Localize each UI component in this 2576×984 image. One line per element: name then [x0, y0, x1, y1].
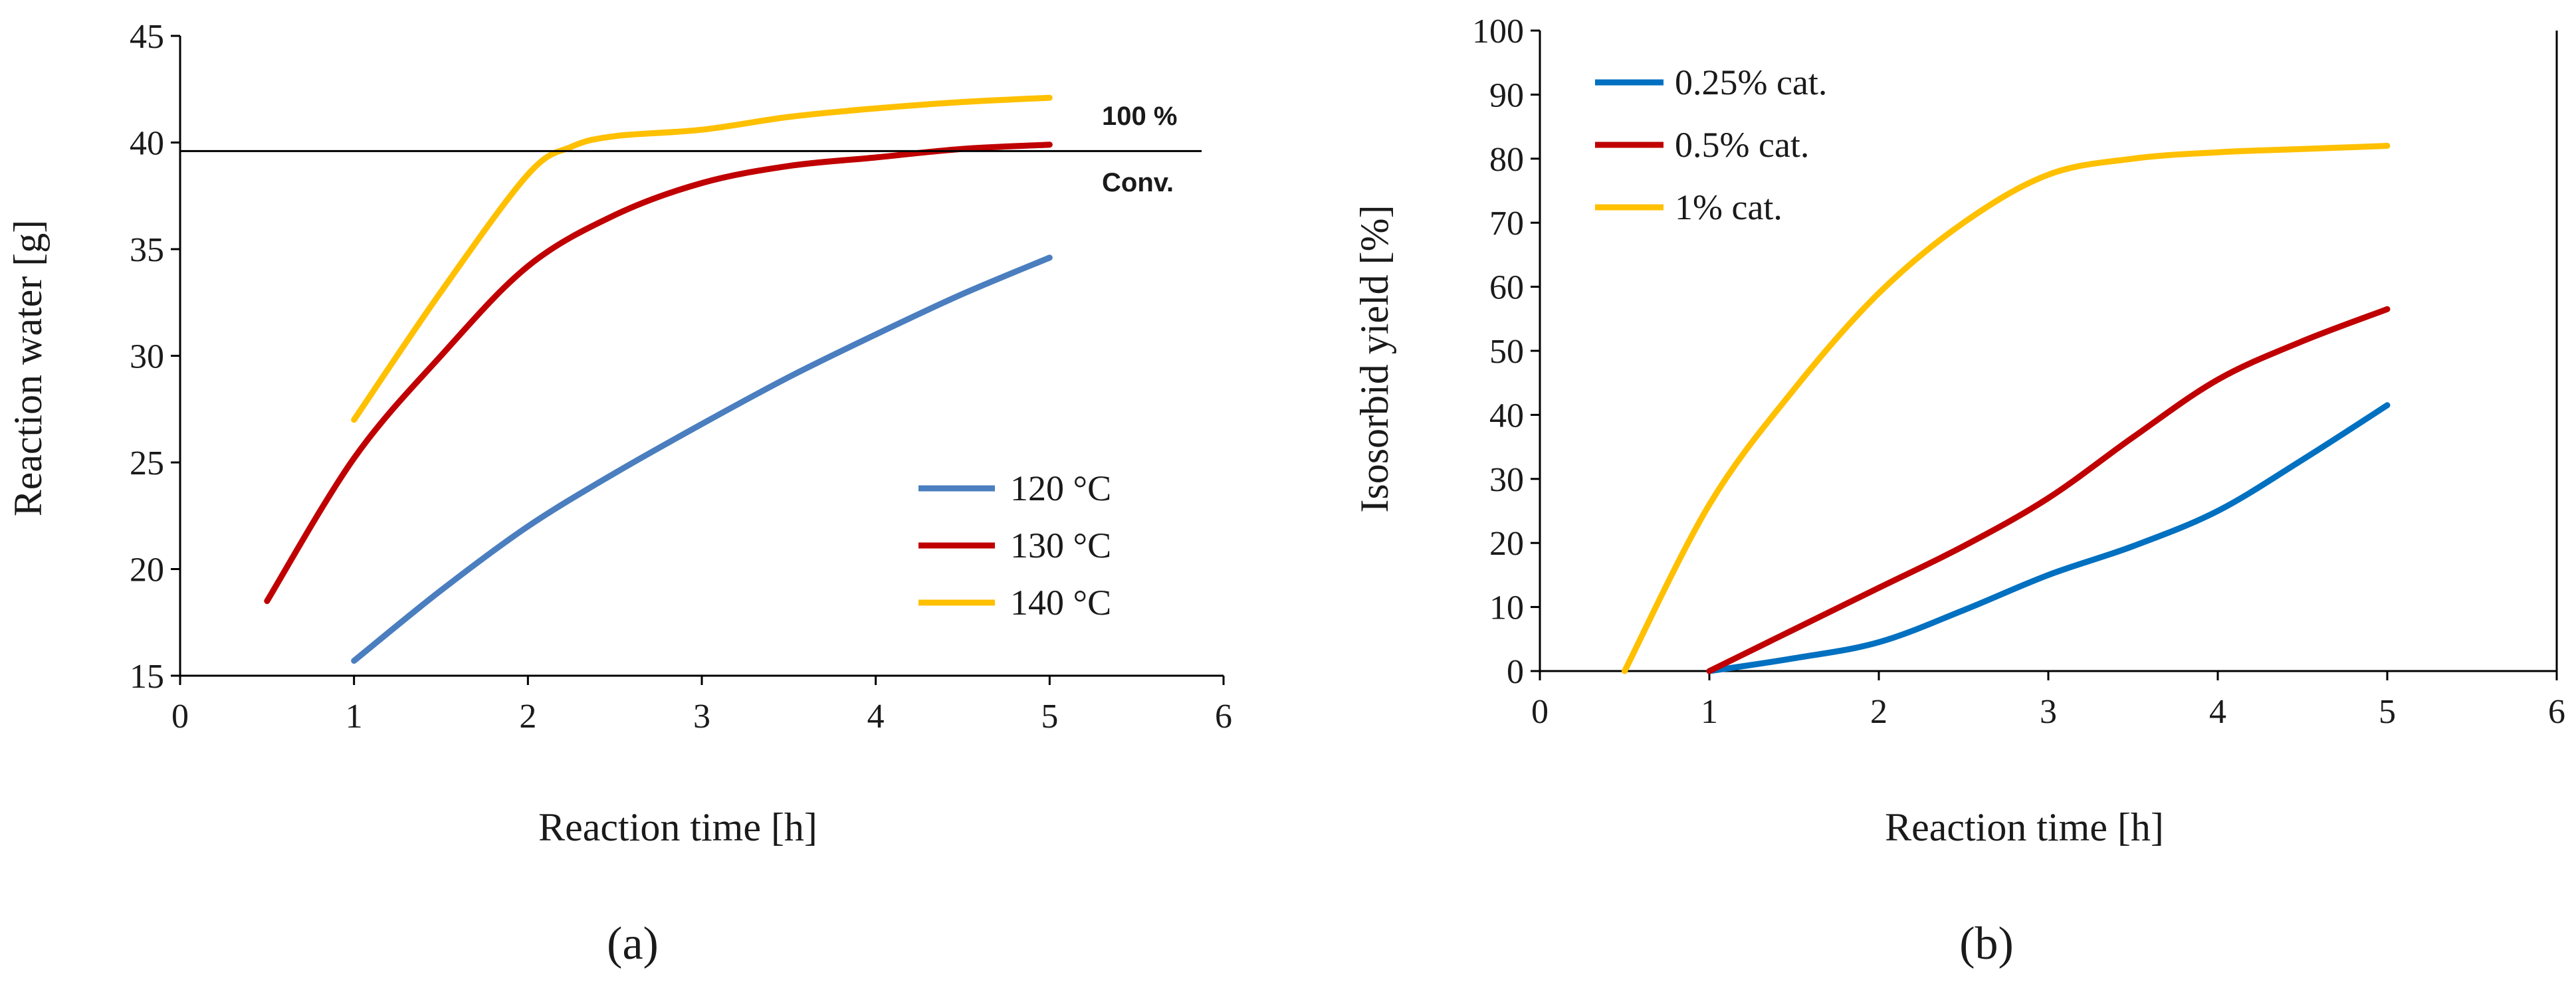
- y-tick-label: 15: [130, 658, 164, 696]
- x-tick-label: 1: [1701, 693, 1718, 731]
- x-tick-label: 5: [2379, 693, 2396, 731]
- y-tick-label: 60: [1489, 269, 1524, 307]
- chart-a-panel-label: (a): [607, 918, 659, 969]
- legend-label: 130 °C: [1010, 526, 1111, 565]
- x-tick-label: 4: [867, 698, 885, 736]
- y-tick-label: 40: [1489, 397, 1524, 435]
- series-line-120-c: [351, 254, 1053, 664]
- chart-a-legend: 120 °C 130 °C 140 °C: [918, 468, 1111, 623]
- y-tick-label: 40: [130, 125, 164, 163]
- chart-a-x-axis: 0 1 2 3 4 5 6: [171, 676, 1232, 736]
- legend-label: 1% cat.: [1675, 187, 1782, 227]
- conversion-label-bottom: Conv.: [1102, 168, 1174, 197]
- y-tick-label: 20: [130, 551, 164, 589]
- y-tick-label: 20: [1489, 525, 1524, 563]
- chart-b-y-axis: 0 10 20 30 40 50 60 70 80 90 100: [1472, 13, 1540, 691]
- legend-label: 0.5% cat.: [1675, 125, 1809, 165]
- x-tick-label: 5: [1041, 698, 1058, 736]
- series-line-1-cat-: [1622, 143, 2391, 674]
- chart-a-series-group: [264, 94, 1053, 664]
- y-tick-label: 30: [130, 338, 164, 376]
- x-tick-label: 2: [1870, 693, 1887, 731]
- x-tick-label: 4: [2209, 693, 2226, 731]
- x-tick-label: 3: [693, 698, 710, 736]
- chart-b-legend: 0.25% cat. 0.5% cat. 1% cat.: [1595, 62, 1827, 227]
- legend-label: 120 °C: [1010, 468, 1111, 508]
- chart-a-reference-line: 100 % Conv.: [180, 102, 1202, 197]
- y-tick-label: 10: [1489, 589, 1524, 627]
- y-tick-label: 45: [130, 18, 164, 56]
- x-tick-label: 3: [2040, 693, 2057, 731]
- chart-b: 0 10 20 30 40 50 60 70 80 90 100 0 1 2 3 4 5 6 Reaction …: [1352, 13, 2565, 969]
- legend-label: 0.25% cat.: [1675, 62, 1827, 102]
- y-tick-label: 0: [1507, 653, 1524, 691]
- y-tick-label: 80: [1489, 141, 1524, 179]
- x-tick-label: 6: [1215, 698, 1232, 736]
- chart-a-y-axis-title: Reaction water [g]: [6, 220, 50, 516]
- x-tick-label: 1: [346, 698, 363, 736]
- series-line-0-25-cat-: [1706, 402, 2391, 674]
- chart-b-series-group: [1622, 143, 2391, 674]
- y-tick-label: 35: [130, 231, 164, 269]
- x-tick-label: 0: [171, 698, 189, 736]
- chart-b-y-axis-title: Isosorbid yield [%]: [1352, 205, 1396, 512]
- y-tick-label: 30: [1489, 461, 1524, 499]
- legend-label: 140 °C: [1010, 583, 1111, 623]
- chart-b-x-axis-title: Reaction time [h]: [1885, 805, 2164, 849]
- y-tick-label: 70: [1489, 205, 1524, 243]
- chart-b-x-axis: 0 1 2 3 4 5 6: [1531, 671, 2565, 731]
- y-tick-label: 50: [1489, 333, 1524, 371]
- chart-a-y-axis: 15 20 25 30 35 40 45: [130, 18, 180, 696]
- conversion-label-top: 100 %: [1102, 102, 1177, 131]
- x-tick-label: 6: [2548, 693, 2565, 731]
- y-tick-label: 90: [1489, 76, 1524, 114]
- x-tick-label: 0: [1531, 693, 1549, 731]
- y-tick-label: 100: [1472, 13, 1524, 50]
- y-tick-label: 25: [130, 444, 164, 482]
- chart-b-panel-label: (b): [1959, 918, 2014, 969]
- series-line-140-c: [351, 94, 1053, 423]
- chart-a-x-axis-title: Reaction time [h]: [538, 805, 817, 849]
- series-line-0-5-cat-: [1706, 306, 2391, 674]
- series-line-130-c: [264, 142, 1053, 605]
- x-tick-label: 2: [519, 698, 536, 736]
